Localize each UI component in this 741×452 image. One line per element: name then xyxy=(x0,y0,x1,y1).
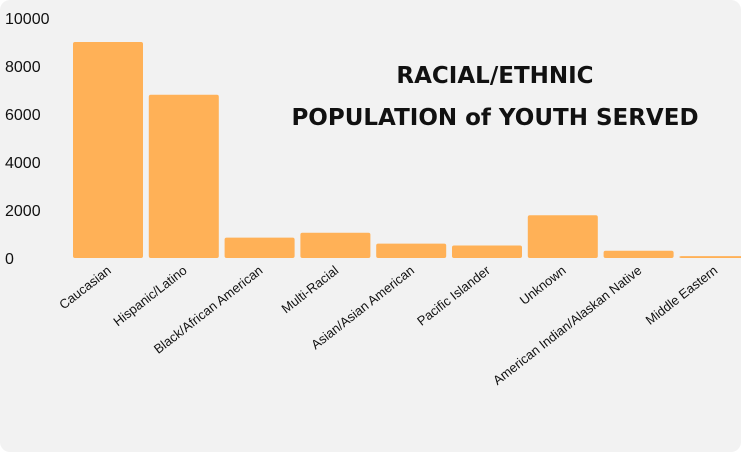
x-tick-label: Multi-Racial xyxy=(279,262,342,316)
x-tick-label: Middle Eastern xyxy=(643,263,721,328)
y-tick-label: 6000 xyxy=(5,107,41,124)
bar xyxy=(452,245,522,258)
bar xyxy=(679,256,741,258)
bar xyxy=(224,237,295,258)
y-axis-ticks: 0 2000 4000 6000 8000 10000 xyxy=(5,11,50,268)
bar xyxy=(148,94,219,258)
bar xyxy=(376,243,447,258)
chart-title-line-1: RACIAL/ETHNIC xyxy=(396,63,594,89)
bars xyxy=(73,42,741,258)
y-tick-label: 8000 xyxy=(5,59,41,76)
y-tick-label: 0 xyxy=(5,251,14,268)
x-tick-label: Pacific Islander xyxy=(414,262,493,329)
x-tick-label: Unknown xyxy=(517,263,569,308)
y-tick-label: 2000 xyxy=(5,203,41,220)
y-tick-label: 4000 xyxy=(5,155,41,172)
y-tick-label: 10000 xyxy=(5,11,50,28)
chart-title-line-2: POPULATION of YOUTH SERVED xyxy=(291,105,699,131)
x-tick-label: Caucasian xyxy=(56,263,114,313)
bar xyxy=(73,42,143,258)
x-tick-label: Hispanic/Latino xyxy=(110,263,189,330)
bar xyxy=(527,215,598,258)
bar xyxy=(300,232,371,258)
bar xyxy=(603,250,674,258)
x-tick-label: American Indian/Alaskan Native xyxy=(490,263,644,388)
